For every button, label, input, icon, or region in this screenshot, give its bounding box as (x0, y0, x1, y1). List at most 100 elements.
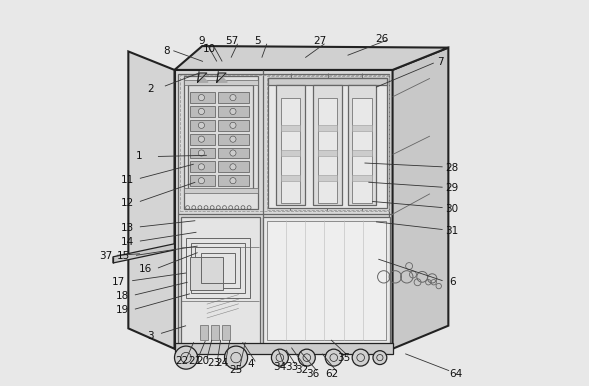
Circle shape (198, 122, 204, 129)
Text: 30: 30 (446, 204, 459, 214)
Text: 25: 25 (229, 365, 243, 375)
Text: 23: 23 (207, 358, 220, 368)
Text: 28: 28 (445, 163, 459, 173)
Text: 27: 27 (313, 36, 326, 46)
Circle shape (230, 178, 236, 184)
Text: 6: 6 (449, 277, 455, 287)
Bar (276, 85, 305, 205)
Text: 32: 32 (295, 365, 308, 375)
Text: 24: 24 (216, 358, 229, 368)
Text: 17: 17 (112, 277, 125, 287)
Text: 10: 10 (203, 44, 216, 54)
Text: 29: 29 (445, 183, 459, 193)
Bar (191, 243, 245, 293)
Text: 1: 1 (135, 151, 142, 161)
Bar (267, 221, 386, 340)
Bar (269, 78, 387, 85)
Text: 5: 5 (254, 36, 262, 46)
Text: 12: 12 (121, 198, 134, 208)
Text: 7: 7 (438, 57, 444, 67)
Bar (190, 147, 215, 158)
Bar (180, 75, 389, 212)
Bar (190, 120, 215, 131)
Text: 8: 8 (164, 46, 170, 56)
Circle shape (299, 349, 315, 366)
Circle shape (198, 150, 204, 156)
Bar (352, 149, 372, 156)
Bar (184, 188, 257, 193)
Circle shape (224, 346, 247, 369)
Bar (190, 106, 215, 117)
Text: 2: 2 (147, 84, 154, 94)
Text: 15: 15 (117, 251, 130, 261)
Polygon shape (174, 46, 448, 70)
Text: 18: 18 (115, 291, 129, 301)
Bar (190, 92, 215, 103)
Bar (217, 161, 249, 172)
Bar (196, 247, 240, 288)
Bar (263, 217, 390, 344)
Circle shape (230, 122, 236, 129)
Bar (190, 134, 215, 144)
Polygon shape (217, 73, 227, 82)
Bar (217, 147, 249, 158)
Bar (217, 175, 249, 186)
Polygon shape (197, 73, 208, 82)
Circle shape (198, 178, 204, 184)
Circle shape (198, 136, 204, 142)
Circle shape (230, 136, 236, 142)
Circle shape (198, 108, 204, 115)
Polygon shape (393, 47, 448, 349)
Bar (217, 92, 249, 103)
Bar (184, 80, 257, 85)
Bar (280, 149, 300, 156)
Bar (280, 174, 300, 181)
Bar (348, 85, 376, 205)
Text: 36: 36 (306, 369, 320, 379)
Text: 34: 34 (273, 362, 286, 372)
Circle shape (352, 349, 369, 366)
Text: 31: 31 (445, 226, 459, 236)
Bar (280, 98, 300, 203)
Text: 16: 16 (138, 264, 152, 274)
Bar (313, 85, 342, 205)
Text: 21: 21 (188, 356, 201, 366)
Circle shape (373, 351, 387, 364)
Bar (217, 120, 249, 131)
Polygon shape (128, 51, 174, 349)
Bar (190, 161, 215, 172)
Text: 3: 3 (147, 331, 154, 341)
Circle shape (230, 95, 236, 101)
Text: 14: 14 (121, 237, 134, 247)
Text: 9: 9 (198, 36, 205, 46)
Circle shape (272, 349, 289, 366)
Text: 19: 19 (115, 305, 129, 315)
Circle shape (198, 164, 204, 170)
Bar (317, 149, 337, 156)
Bar (187, 85, 253, 189)
Text: 37: 37 (100, 251, 112, 261)
Bar (186, 238, 250, 298)
Bar (352, 125, 372, 132)
Text: 26: 26 (376, 34, 389, 44)
Bar (211, 325, 219, 340)
Text: 57: 57 (226, 36, 239, 46)
Bar (317, 98, 337, 203)
Bar (217, 134, 249, 144)
Text: 22: 22 (176, 356, 189, 366)
Bar (269, 78, 387, 208)
Text: 35: 35 (337, 353, 350, 362)
Polygon shape (113, 244, 174, 263)
Bar (352, 174, 372, 181)
Circle shape (174, 346, 197, 369)
Bar (174, 70, 393, 349)
Bar (217, 106, 249, 117)
Bar (190, 257, 223, 290)
Circle shape (230, 150, 236, 156)
Bar (178, 74, 389, 345)
Bar (174, 343, 393, 354)
Text: 64: 64 (449, 369, 463, 379)
Bar (280, 125, 300, 132)
Bar (352, 98, 372, 203)
Text: 33: 33 (285, 362, 298, 372)
